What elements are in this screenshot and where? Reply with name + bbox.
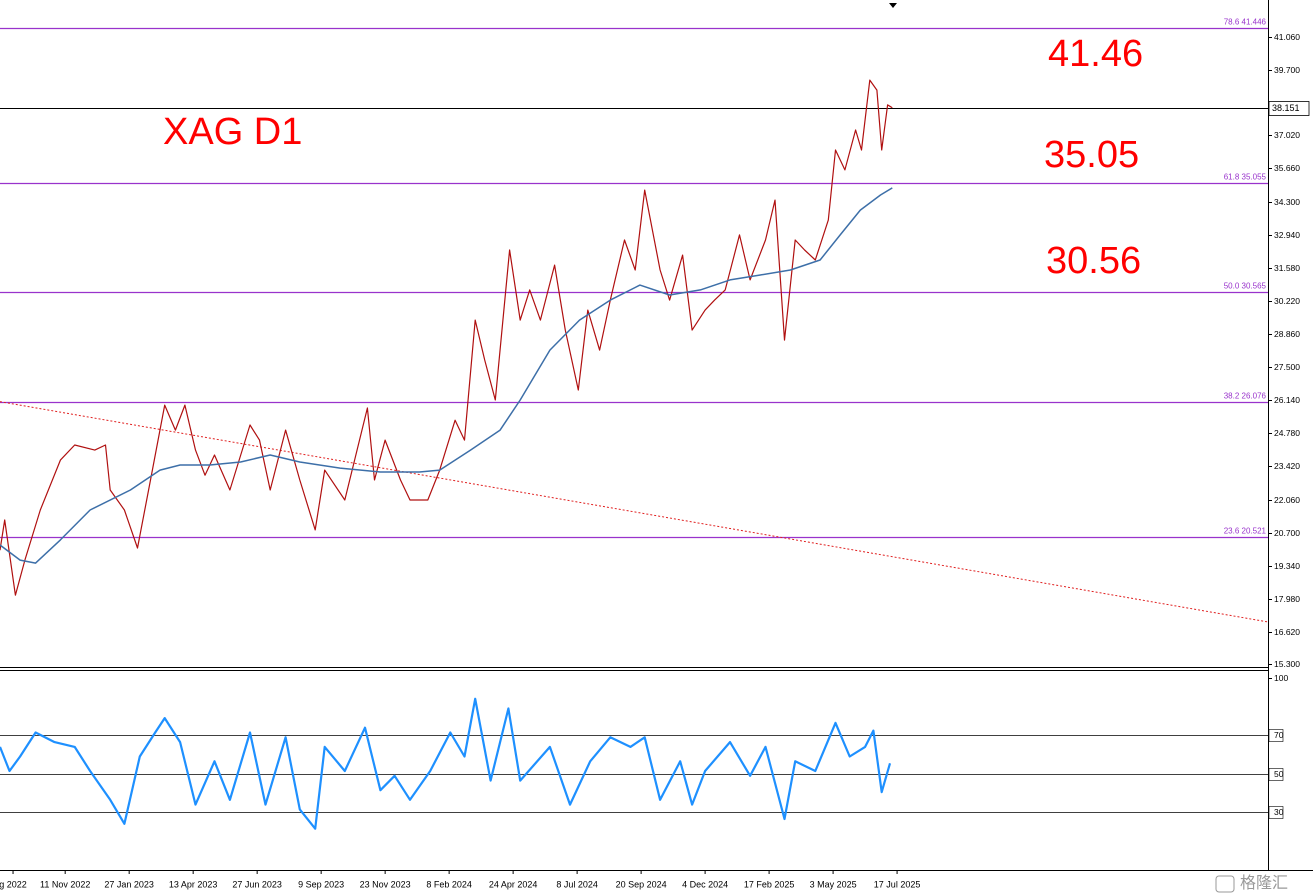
- y-tick-label: 30.220: [1274, 296, 1300, 306]
- x-tick-label: 13 Apr 2023: [169, 879, 218, 889]
- shift-marker: [889, 3, 897, 8]
- y-tick-box: [1268, 729, 1284, 742]
- price-line: [0, 79, 893, 596]
- x-tick-label: g 2022: [0, 879, 27, 889]
- y-tick-label: 27.500: [1274, 362, 1300, 372]
- y-tick-label: 39.700: [1274, 65, 1300, 75]
- y-tick-label: 19.340: [1274, 561, 1300, 571]
- y-tick-label: 22.060: [1274, 495, 1300, 505]
- y-tick-label: 41.060: [1274, 32, 1300, 42]
- annotation: 30.56: [1046, 240, 1141, 282]
- fib-label: 50.0 30.565: [1224, 282, 1267, 291]
- y-tick-label: 16.620: [1274, 627, 1300, 637]
- y-tick-label: 20.700: [1274, 528, 1300, 538]
- watermark: 格隆汇: [1240, 874, 1288, 892]
- watermark-logo: [1215, 875, 1235, 893]
- x-tick-label: 4 Dec 2024: [682, 879, 728, 889]
- x-tick-label: 11 Nov 2022: [40, 879, 90, 889]
- x-tick-label: 17 Feb 2025: [744, 879, 795, 889]
- annotation: 41.46: [1048, 33, 1143, 75]
- x-tick-label: 27 Jun 2023: [232, 879, 282, 889]
- y-tick-label: 32.940: [1274, 230, 1300, 240]
- watermark-bg: [1215, 873, 1311, 895]
- y-tick-label: 23.420: [1274, 461, 1300, 471]
- trend-line: [0, 401, 1269, 623]
- y-tick-label: 17.980: [1274, 594, 1300, 604]
- y-tick-label: 70: [1274, 730, 1284, 740]
- x-tick-label: 8 Feb 2024: [426, 879, 472, 889]
- fib-label: 78.6 41.446: [1224, 18, 1267, 27]
- x-tick-label: 9 Sep 2023: [298, 879, 344, 889]
- y-tick-label: 26.140: [1274, 395, 1300, 405]
- y-tick-label: 100: [1274, 673, 1288, 683]
- chart-title: XAG D1: [163, 111, 302, 153]
- y-tick-label: 24.780: [1274, 428, 1300, 438]
- rsi-line: [0, 697, 892, 830]
- y-tick-label: 50: [1274, 769, 1284, 779]
- fib-label: 61.8 35.055: [1224, 173, 1267, 182]
- moving-average: [0, 187, 893, 564]
- x-tick-label: 8 Jul 2024: [556, 879, 598, 889]
- y-tick-label: 28.860: [1274, 329, 1300, 339]
- x-tick-label: 3 May 2025: [810, 879, 857, 889]
- fib-label: 23.6 20.521: [1224, 527, 1267, 536]
- y-tick-label: 30: [1274, 807, 1284, 817]
- fib-label: 38.2 26.076: [1224, 392, 1267, 401]
- y-tick-label: 34.300: [1274, 197, 1300, 207]
- x-tick-label: 23 Nov 2023: [360, 879, 411, 889]
- y-tick-label: 37.020: [1274, 130, 1300, 140]
- x-tick-label: 20 Sep 2024: [616, 879, 667, 889]
- last-price-label: 38.151: [1272, 103, 1300, 113]
- annotation: 35.05: [1044, 134, 1139, 176]
- y-tick-box: [1268, 806, 1284, 819]
- x-tick-label: 17 Jul 2025: [874, 879, 921, 889]
- y-tick-label: 15.300: [1274, 659, 1300, 669]
- y-tick-label: 31.580: [1274, 263, 1300, 273]
- y-tick-box: [1268, 768, 1284, 781]
- x-tick-label: 27 Jan 2023: [104, 879, 154, 889]
- y-tick-label: 35.660: [1274, 163, 1300, 173]
- x-tick-label: 24 Apr 2024: [489, 879, 538, 889]
- last-price-box: [1268, 101, 1310, 116]
